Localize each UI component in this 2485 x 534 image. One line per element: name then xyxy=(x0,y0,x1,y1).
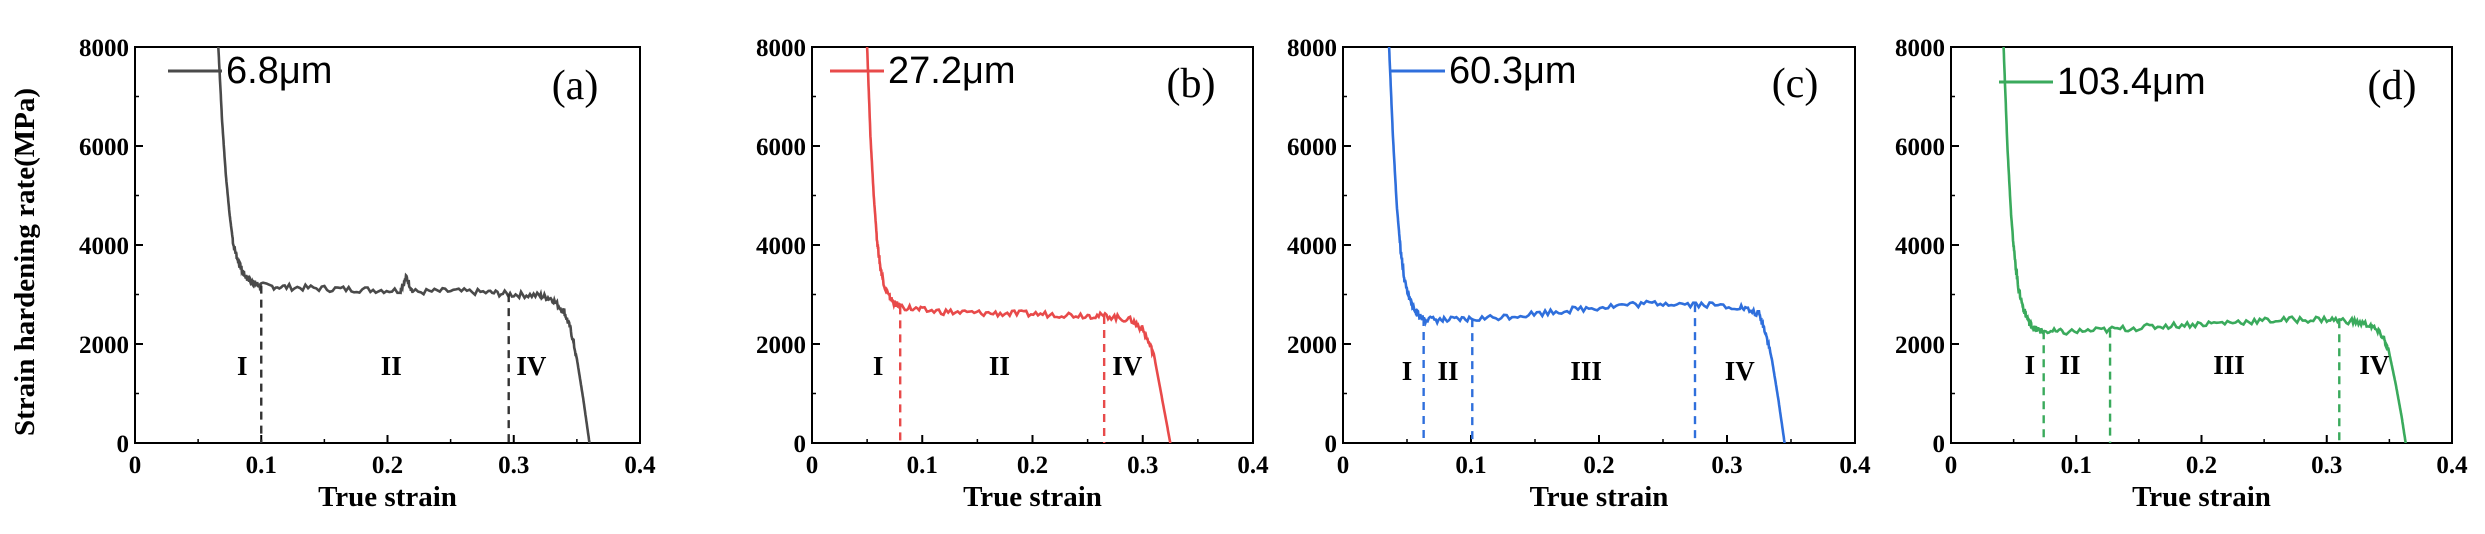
region-label: IV xyxy=(1725,356,1756,386)
y-tick-label: 6000 xyxy=(756,134,806,161)
x-axis-title: True strain xyxy=(2132,481,2271,513)
x-tick-label: 0.4 xyxy=(1237,452,1269,479)
x-tick-label: 0.1 xyxy=(246,452,277,479)
panel-letter: (b) xyxy=(1167,61,1216,107)
x-tick-label: 0.3 xyxy=(2311,452,2342,479)
region-label: II xyxy=(2059,350,2080,380)
series-line xyxy=(865,47,1172,443)
legend-label: 27.2μm xyxy=(888,50,1016,92)
panels: 0 0.1 0.2 0.3 0.4 0 2000 4000 6000 8000 True strai… xyxy=(79,35,2468,513)
y-tick-label: 0 xyxy=(794,431,807,458)
legend-label: 60.3μm xyxy=(1449,50,1577,92)
region-label: I xyxy=(2025,350,2036,380)
region-label: IV xyxy=(1112,351,1143,381)
x-axis-title: True strain xyxy=(1530,481,1669,513)
legend-label: 6.8μm xyxy=(226,50,332,92)
x-axis-title: True strain xyxy=(318,481,457,513)
x-tick-label: 0.3 xyxy=(1127,452,1158,479)
y-tick-label: 2000 xyxy=(756,332,806,359)
y-tick-label: 6000 xyxy=(1287,134,1337,161)
x-tick-label: 0.2 xyxy=(1017,452,1048,479)
y-tick-label: 4000 xyxy=(1287,233,1337,260)
y-tick-label: 4000 xyxy=(79,233,129,260)
y-tick-label: 4000 xyxy=(1895,233,1945,260)
panel-letter: (d) xyxy=(2368,63,2417,109)
y-tick-label: 0 xyxy=(1325,431,1338,458)
region-label: I xyxy=(237,351,248,381)
x-tick-label: 0.1 xyxy=(2061,452,2092,479)
x-tick-label: 0.3 xyxy=(1711,452,1742,479)
region-label: IV xyxy=(516,351,547,381)
region-label: II xyxy=(1437,356,1458,386)
region-label: II xyxy=(381,351,402,381)
y-axis-title: Strain hardening rate(MPa) xyxy=(9,88,41,436)
y-tick-label: 2000 xyxy=(1895,332,1945,359)
y-tick-label: 8000 xyxy=(1287,35,1337,62)
panel-letter: (c) xyxy=(1772,61,1819,107)
x-tick-label: 0.2 xyxy=(2186,452,2217,479)
x-tick-label: 0.2 xyxy=(1583,452,1614,479)
x-tick-label: 0 xyxy=(806,452,819,479)
y-tick-label: 2000 xyxy=(1287,332,1337,359)
x-tick-label: 0.4 xyxy=(2436,452,2468,479)
x-tick-label: 0 xyxy=(1945,452,1958,479)
region-label: III xyxy=(2213,350,2245,380)
region-label: II xyxy=(989,351,1010,381)
y-tick-label: 8000 xyxy=(79,35,129,62)
y-tick-label: 0 xyxy=(117,431,130,458)
region-label: IV xyxy=(2359,350,2390,380)
series-line xyxy=(2002,47,2407,443)
x-tick-label: 0.2 xyxy=(372,452,403,479)
x-axis-title: True strain xyxy=(963,481,1102,513)
panel-c: 0 0.1 0.2 0.3 0.4 0 2000 4000 6000 8000 True strai… xyxy=(1287,35,1871,513)
series-line xyxy=(1387,47,1786,443)
region-label: I xyxy=(873,351,884,381)
y-tick-label: 0 xyxy=(1933,431,1946,458)
y-tick-label: 4000 xyxy=(756,233,806,260)
legend-label: 103.4μm xyxy=(2057,61,2206,103)
x-tick-label: 0.1 xyxy=(907,452,938,479)
x-tick-label: 0 xyxy=(1337,452,1350,479)
panel-letter: (a) xyxy=(552,63,599,109)
x-tick-label: 0.1 xyxy=(1455,452,1486,479)
x-tick-label: 0.4 xyxy=(624,452,656,479)
x-tick-label: 0.3 xyxy=(498,452,529,479)
region-label: I xyxy=(1402,356,1413,386)
x-tick-label: 0 xyxy=(129,452,142,479)
y-tick-label: 6000 xyxy=(79,134,129,161)
y-tick-label: 8000 xyxy=(756,35,806,62)
panel-a: 0 0.1 0.2 0.3 0.4 0 2000 4000 6000 8000 True strai… xyxy=(79,35,656,513)
y-tick-label: 6000 xyxy=(1895,134,1945,161)
series-line xyxy=(217,47,591,443)
panel-b: 0 0.1 0.2 0.3 0.4 0 2000 4000 6000 8000 True strai… xyxy=(756,35,1269,513)
panel-d: 0 0.1 0.2 0.3 0.4 0 2000 4000 6000 8000 True strai… xyxy=(1895,35,2468,513)
x-tick-label: 0.4 xyxy=(1839,452,1871,479)
region-label: III xyxy=(1570,356,1602,386)
y-tick-label: 2000 xyxy=(79,332,129,359)
y-tick-label: 8000 xyxy=(1895,35,1945,62)
